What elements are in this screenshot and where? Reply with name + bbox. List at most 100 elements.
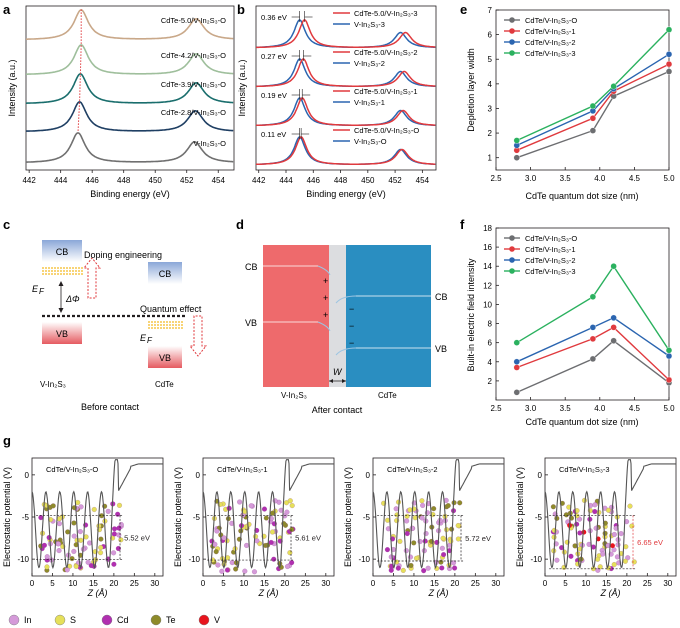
g-atom bbox=[73, 563, 79, 569]
panel-g: g 5.52 eV CdTe/V-In₂S₃-O 0 5 10 15 20 25 30 0 -5 -1… bbox=[2, 433, 677, 626]
d-w-label: W bbox=[333, 367, 343, 377]
data-point bbox=[589, 324, 597, 331]
series-line-3 bbox=[516, 264, 670, 351]
g-atom bbox=[254, 538, 260, 544]
b-xtick-label: 444 bbox=[279, 176, 293, 185]
g-xtick-label: 10 bbox=[239, 579, 248, 588]
ytick-label: 1 bbox=[488, 154, 493, 163]
b-xtick-label: 442 bbox=[252, 176, 266, 185]
panel-b-frame bbox=[255, 5, 437, 171]
data-point bbox=[589, 127, 597, 134]
g-xtick-label: 25 bbox=[130, 579, 139, 588]
c-quantum-dot bbox=[166, 324, 168, 326]
g-atom bbox=[261, 506, 267, 512]
g-atom bbox=[445, 503, 451, 509]
g-atom bbox=[421, 568, 427, 574]
g-atom bbox=[602, 530, 608, 536]
g-atom bbox=[451, 560, 457, 566]
legend-swatch-dot bbox=[509, 257, 515, 263]
c-doping-dot bbox=[54, 267, 56, 269]
panel-b-x-ticks: 442 444 446 448 450 452 454 bbox=[252, 170, 430, 185]
c-quantum-dot bbox=[151, 324, 153, 326]
g-ytick-label: 0 bbox=[25, 471, 30, 480]
ytick-label: 6 bbox=[488, 339, 493, 348]
c-quantum-dot bbox=[154, 324, 156, 326]
g-atom bbox=[600, 551, 606, 557]
c-quantum-dot bbox=[166, 327, 168, 329]
data-point bbox=[665, 26, 673, 33]
panel-a-ylabel: Intensity (a.u.) bbox=[7, 59, 17, 116]
g-atom bbox=[611, 562, 617, 568]
c-right-cb-label: CB bbox=[159, 269, 172, 279]
ytick-label: 4 bbox=[488, 358, 493, 367]
g-atom bbox=[215, 562, 221, 568]
g-atom bbox=[85, 559, 91, 565]
g-atom bbox=[289, 526, 295, 532]
g-atom bbox=[83, 534, 89, 540]
a-xtick-label: 442 bbox=[22, 176, 36, 185]
g-atom bbox=[116, 532, 122, 538]
xtick-label: 5.0 bbox=[663, 174, 675, 183]
c-doping-dot bbox=[60, 270, 62, 272]
data-point bbox=[665, 68, 673, 75]
panel-c-label: c bbox=[3, 217, 10, 232]
g-atom bbox=[115, 546, 121, 552]
c-quantum-dot bbox=[154, 327, 156, 329]
ytick-label: 2 bbox=[488, 129, 493, 138]
g-legend-label: Te bbox=[166, 615, 176, 625]
c-left-name: V-In₂S₃ bbox=[40, 380, 66, 389]
d-left-vb-label: VB bbox=[245, 318, 257, 328]
g-atom bbox=[224, 567, 230, 573]
g-drop-value: 5.52 eV bbox=[124, 533, 150, 542]
g-atom bbox=[455, 536, 461, 542]
xtick-label: 3.0 bbox=[525, 174, 537, 183]
d-w-arrowhead-left bbox=[329, 379, 333, 383]
c-quantum-dot bbox=[151, 321, 153, 323]
c-quantum-dot bbox=[157, 324, 159, 326]
xtick-label: 4.5 bbox=[629, 404, 641, 413]
g-atom bbox=[287, 498, 293, 504]
g-atom bbox=[111, 561, 117, 567]
d-right-name: CdTe bbox=[378, 391, 397, 400]
g-atom-v bbox=[581, 529, 587, 535]
c-left-cb-label: CB bbox=[56, 247, 69, 257]
g-atom bbox=[268, 539, 274, 545]
c-doping-dot bbox=[42, 267, 44, 269]
data-point bbox=[665, 60, 673, 68]
g-atom bbox=[41, 542, 47, 548]
c-quantum-dot bbox=[160, 321, 162, 323]
data-point bbox=[610, 337, 617, 344]
g-atom bbox=[577, 530, 583, 536]
panel-a-label: a bbox=[3, 2, 11, 17]
g-atom bbox=[596, 509, 602, 515]
a-xtick-label: 444 bbox=[54, 176, 68, 185]
b-legend-blue-label: V-In₂S₃-O bbox=[354, 137, 387, 146]
panel-a-frame bbox=[25, 5, 235, 171]
xtick-label: 3.5 bbox=[560, 404, 572, 413]
g-atom bbox=[457, 500, 463, 506]
g-subpanel-2: 5.72 eV CdTe/V-In₂S₃-2 0 5 10 15 20 25 30 0 -5 -10 Z… bbox=[343, 457, 505, 598]
panel-a-x-ticks: 442 444 446 448 450 452 454 bbox=[22, 170, 225, 185]
g-atom bbox=[420, 502, 426, 508]
g-xtick-label: 15 bbox=[430, 579, 439, 588]
a-xtick-label: 446 bbox=[86, 176, 100, 185]
data-point bbox=[589, 335, 597, 343]
g-xtick-label: 20 bbox=[280, 579, 289, 588]
g-atom bbox=[550, 504, 556, 510]
g-drop-value: 5.72 eV bbox=[465, 534, 491, 543]
g-atom bbox=[605, 507, 611, 513]
g-atom bbox=[251, 569, 257, 575]
g-subpanel-1: 5.61 eV CdTe/V-In₂S₃-1 0 5 10 15 20 25 30 0 -5 -10 Z… bbox=[173, 457, 335, 598]
c-doping-dot bbox=[81, 267, 83, 269]
panel-c: c CB Doping engineering E F ΔΦ Quantum e… bbox=[3, 217, 208, 412]
g-ytick-label: -5 bbox=[22, 513, 30, 522]
xtick-label: 3.0 bbox=[525, 404, 537, 413]
c-doping-levels bbox=[42, 267, 83, 275]
g-xtick-label: 30 bbox=[321, 579, 330, 588]
c-left-vb-box bbox=[42, 322, 82, 344]
xtick-label: 4.0 bbox=[594, 404, 606, 413]
g-xtick-label: 10 bbox=[409, 579, 418, 588]
g-ytick-label: -10 bbox=[17, 555, 29, 564]
c-quantum-dot bbox=[181, 321, 183, 323]
g-atom bbox=[237, 499, 243, 505]
